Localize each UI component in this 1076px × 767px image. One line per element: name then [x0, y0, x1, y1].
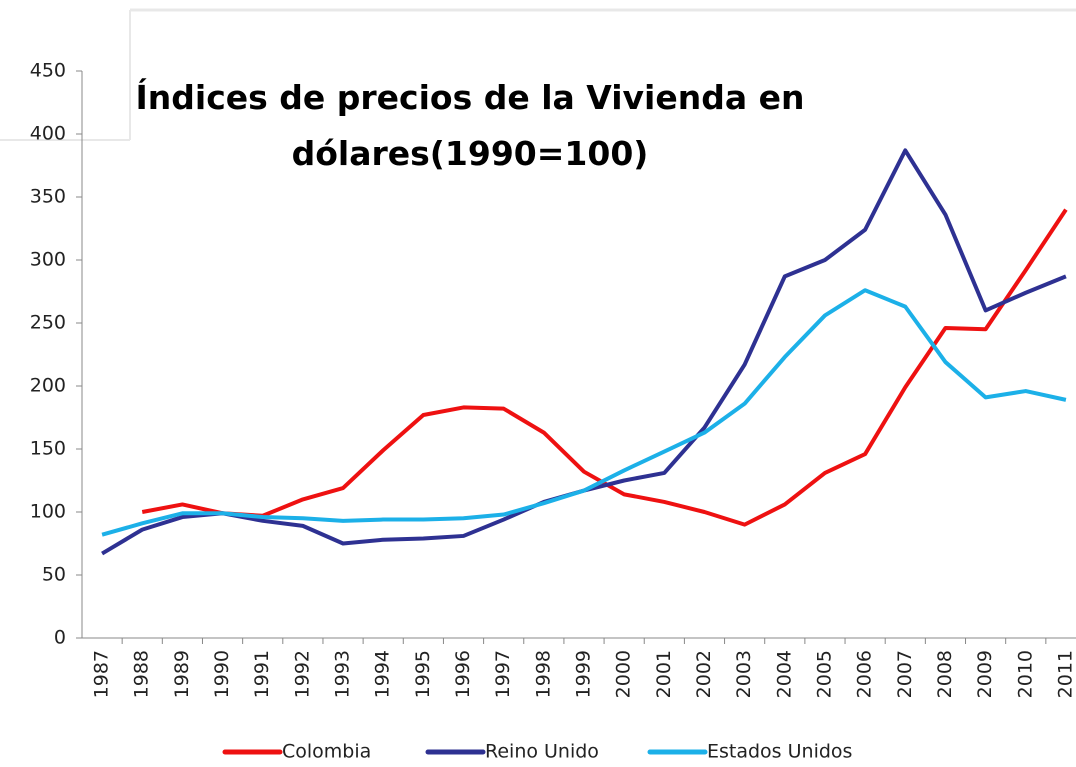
x-tick-label: 1992	[291, 650, 313, 698]
x-tick-label: 1994	[372, 650, 394, 698]
x-tick-label: 2011	[1054, 650, 1076, 698]
x-tick-label: 1993	[332, 650, 354, 698]
line-series	[101, 288, 1067, 537]
x-tick-label: 2000	[613, 650, 635, 698]
y-tick-label: 450	[30, 60, 66, 82]
x-tick-label: 1990	[211, 650, 233, 698]
y-tick-label: 250	[30, 312, 66, 334]
x-tick-label: 1989	[171, 650, 193, 698]
legend-label: Reino Unido	[485, 741, 599, 763]
y-tick-label: 50	[42, 564, 66, 586]
x-tick-label: 1988	[131, 650, 153, 698]
legend-label: Colombia	[282, 741, 371, 763]
x-tick-label: 1998	[532, 650, 554, 698]
x-tick-label: 2001	[653, 650, 675, 698]
x-tick-label: 1995	[412, 650, 434, 698]
x-tick-label: 2009	[974, 650, 996, 698]
y-tick-label: 100	[30, 501, 66, 523]
x-tick-label: 1999	[573, 650, 595, 698]
x-tick-label: 2007	[894, 650, 916, 698]
x-tick-label: 2008	[934, 650, 956, 698]
line-series	[141, 208, 1068, 527]
x-tick-label: 2003	[733, 650, 755, 698]
x-tick-label: 2004	[773, 650, 795, 698]
y-tick-label: 400	[30, 123, 66, 145]
legend-label: Estados Unidos	[707, 741, 852, 763]
x-tick-label: 1987	[91, 650, 113, 698]
chart-title: Índices de precios de la Vivienda en dól…	[135, 78, 805, 174]
y-tick-label: 150	[30, 438, 66, 460]
x-tick-label: 1997	[492, 650, 514, 698]
x-tick-label: 2005	[813, 650, 835, 698]
x-tick-label: 1996	[452, 650, 474, 698]
y-tick-label: 350	[30, 186, 66, 208]
x-tick-label: 2006	[854, 650, 876, 698]
x-tick-label: 2002	[693, 650, 715, 698]
x-tick-label: 1991	[251, 650, 273, 698]
y-tick-label: 300	[30, 249, 66, 271]
y-tick-label: 200	[30, 375, 66, 397]
y-tick-label: 0	[54, 627, 66, 649]
line-series	[101, 148, 1067, 556]
x-tick-label: 2010	[1014, 650, 1036, 698]
